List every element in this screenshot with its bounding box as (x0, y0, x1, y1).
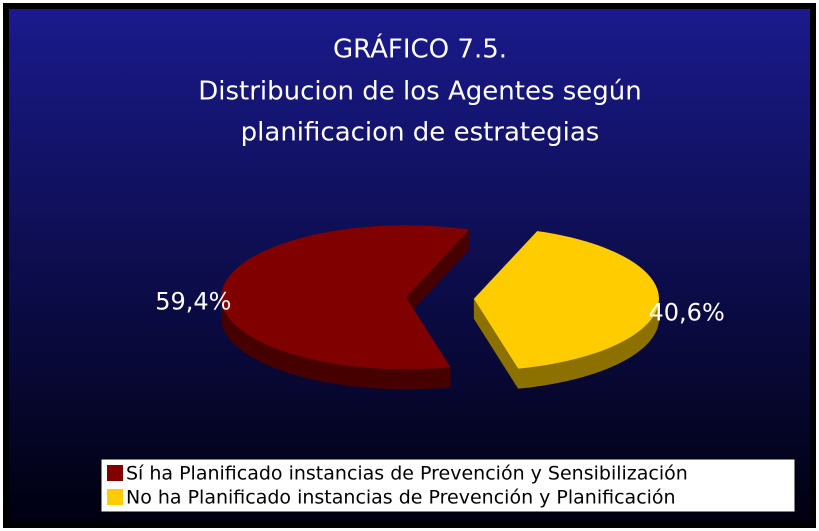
slice-side (473, 298, 519, 389)
slice-side (406, 229, 470, 318)
legend-swatch (107, 489, 123, 505)
chart-title: Distribucion de los Agentes según (198, 77, 642, 107)
legend (100, 458, 796, 513)
slice-side (221, 297, 451, 390)
slice (221, 225, 470, 370)
legend-label: Sí ha Planificado instancias de Prevenci… (126, 463, 688, 485)
legend-label: No ha Planificado instancias de Prevenci… (126, 487, 676, 509)
data-label: 59,4% (155, 287, 231, 315)
slice-side (518, 298, 659, 389)
chart-title: planificacion de estrategias (241, 118, 600, 148)
legend-swatch (107, 465, 123, 481)
chart-title: GRÁFICO 7.5. (333, 33, 507, 65)
slice (473, 231, 659, 369)
data-label: 40,6% (649, 299, 725, 327)
